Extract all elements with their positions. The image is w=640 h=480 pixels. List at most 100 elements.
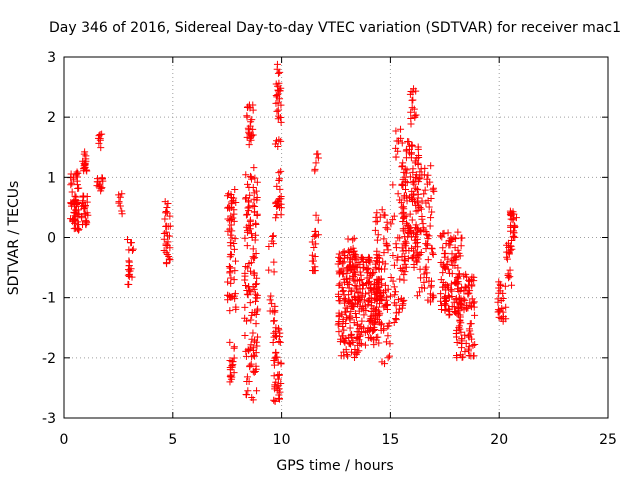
data-point <box>252 290 260 298</box>
data-point <box>252 280 260 288</box>
data-point <box>249 131 257 139</box>
data-point <box>252 249 260 257</box>
data-point <box>313 150 321 158</box>
x-tick-label: 15 <box>381 432 399 448</box>
data-point <box>93 178 101 186</box>
data-point <box>400 271 408 279</box>
data-point <box>413 226 421 234</box>
data-point <box>400 256 408 264</box>
data-point <box>381 211 389 219</box>
data-point <box>384 225 392 233</box>
data-point <box>243 373 251 381</box>
data-point <box>464 282 472 290</box>
data-point <box>463 304 471 312</box>
data-point <box>451 278 459 286</box>
data-point <box>82 155 90 163</box>
data-point <box>342 314 350 322</box>
data-point <box>231 185 239 193</box>
data-point <box>251 236 259 244</box>
data-point <box>423 175 431 183</box>
data-point <box>386 292 394 300</box>
data-point <box>441 300 449 308</box>
data-point <box>453 326 461 334</box>
data-point <box>253 294 261 302</box>
data-point <box>226 364 234 372</box>
data-point <box>402 263 410 271</box>
data-point <box>429 249 437 257</box>
data-point <box>364 301 372 309</box>
data-point <box>424 171 432 179</box>
data-point <box>246 362 254 370</box>
data-point <box>467 330 475 338</box>
data-point <box>74 206 82 214</box>
data-point <box>392 309 400 317</box>
chart-title: Day 346 of 2016, Sidereal Day-to-day VTE… <box>49 20 621 36</box>
data-point <box>312 211 320 219</box>
y-axis-label: SDTVAR / TECUs <box>6 181 22 296</box>
data-point <box>72 170 80 178</box>
data-point <box>81 210 89 218</box>
data-point <box>229 197 237 205</box>
data-point <box>250 189 258 197</box>
data-point <box>270 361 278 369</box>
data-point <box>416 203 424 211</box>
y-tick-label: -3 <box>42 411 56 427</box>
data-point <box>276 185 284 193</box>
data-point <box>416 251 424 259</box>
data-point <box>414 145 422 153</box>
data-point <box>242 194 250 202</box>
data-point <box>70 208 78 216</box>
data-point <box>409 168 417 176</box>
data-point <box>243 228 251 236</box>
data-point <box>454 278 462 286</box>
data-point <box>365 253 373 261</box>
data-point <box>340 275 348 283</box>
data-point <box>267 292 275 300</box>
data-point <box>274 143 282 151</box>
data-point <box>412 239 420 247</box>
data-point <box>250 269 258 277</box>
x-tick-label: 25 <box>599 432 617 448</box>
data-point <box>445 311 453 319</box>
data-point <box>401 238 409 246</box>
data-point <box>387 274 395 282</box>
data-point <box>70 215 78 223</box>
data-point <box>453 310 461 318</box>
data-point <box>390 283 398 291</box>
data-point <box>250 346 258 354</box>
data-point <box>447 280 455 288</box>
data-point <box>335 250 343 258</box>
data-point <box>408 187 416 195</box>
data-point <box>340 248 348 256</box>
data-point <box>423 240 431 248</box>
data-point <box>265 243 273 251</box>
data-point <box>437 290 445 298</box>
data-point <box>274 69 282 77</box>
data-point <box>224 215 232 223</box>
data-point <box>383 322 391 330</box>
data-point <box>250 285 258 293</box>
data-point <box>465 343 473 351</box>
data-point <box>371 306 379 314</box>
data-points <box>67 60 520 405</box>
data-point <box>241 269 249 277</box>
data-point <box>345 284 353 292</box>
data-point <box>385 319 393 327</box>
data-point <box>510 221 518 229</box>
data-point <box>97 144 105 152</box>
data-point <box>378 320 386 328</box>
data-point <box>345 333 353 341</box>
data-point <box>129 245 137 253</box>
data-point <box>74 225 82 233</box>
data-point <box>438 233 446 241</box>
data-point <box>346 316 354 324</box>
data-point <box>350 292 358 300</box>
data-point <box>402 219 410 227</box>
data-point <box>410 247 418 255</box>
data-point <box>359 282 367 290</box>
data-point <box>394 234 402 242</box>
data-point <box>161 198 169 206</box>
data-point <box>407 108 415 116</box>
data-point <box>271 307 279 315</box>
data-point <box>384 354 392 362</box>
